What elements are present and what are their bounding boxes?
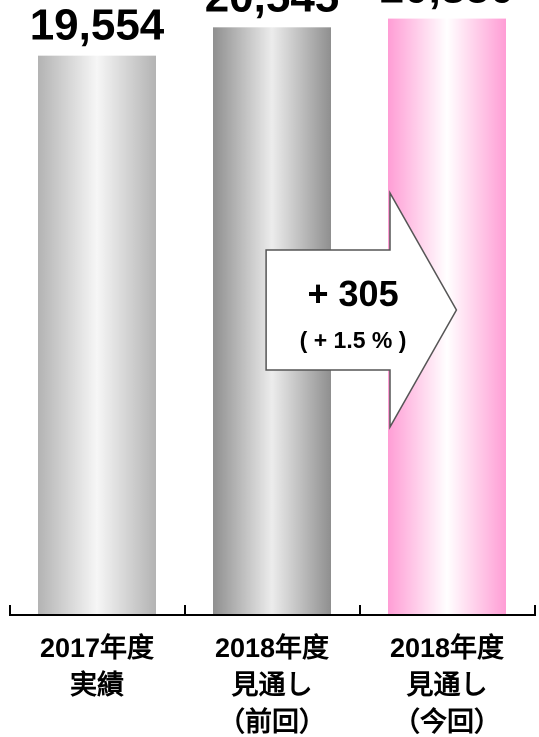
bar-1: [38, 56, 156, 615]
category-label-line: 実績: [70, 669, 124, 700]
category-label-line: 2018年度: [390, 632, 504, 663]
value-label-1: 19,554: [30, 1, 165, 50]
value-label-3: 20,850: [380, 0, 515, 13]
value-label-2: 20,545: [205, 0, 340, 21]
delta-value-label: + 305: [308, 273, 399, 314]
category-label-line: 見通し: [232, 670, 313, 700]
category-label-2: 2018年度見通し （前回）: [215, 632, 329, 737]
category-label-3: 2018年度見通し （今回）: [390, 632, 504, 737]
category-label-line: 2018年度: [215, 632, 329, 663]
category-label-line: （前回）: [218, 706, 326, 737]
category-label-line: 2017年度: [40, 632, 154, 663]
category-label-1: 2017年度実績: [40, 632, 154, 700]
category-label-line: （今回）: [393, 706, 501, 737]
delta-percent-label: ( + 1.5 % ): [300, 327, 407, 353]
category-label-line: 見通し: [407, 670, 488, 700]
